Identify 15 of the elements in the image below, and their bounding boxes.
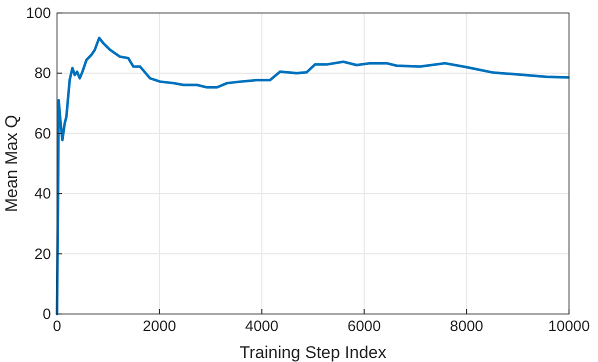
- y-tick-label: 60: [34, 125, 51, 142]
- x-tick-label: 0: [52, 318, 62, 335]
- y-tick-label: 20: [34, 246, 51, 263]
- x-tick-label: 8000: [450, 318, 484, 335]
- y-axis-title: Mean Max Q: [2, 114, 21, 212]
- line-series: [56, 36, 570, 316]
- x-tick-label: 10000: [548, 318, 590, 335]
- y-tick-label: 40: [34, 186, 51, 203]
- y-tick-label: 100: [26, 5, 51, 22]
- y-tick-label: 0: [42, 306, 51, 323]
- x-tick-label: 4000: [245, 318, 278, 335]
- x-tick-label: 2000: [142, 318, 176, 335]
- x-axis-title: Training Step Index: [240, 343, 387, 362]
- y-tick-label: 80: [34, 65, 51, 82]
- x-tick-label: 6000: [348, 318, 381, 335]
